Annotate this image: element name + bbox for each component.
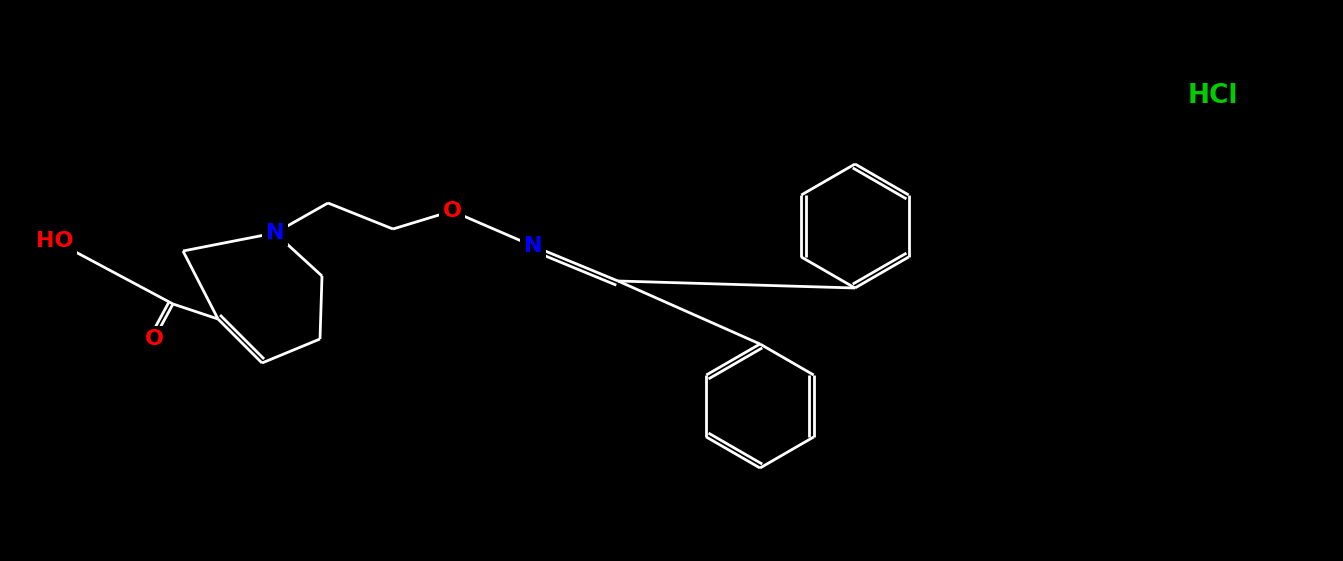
Text: N: N	[266, 223, 285, 243]
Text: HCl: HCl	[1187, 83, 1238, 109]
Text: O: O	[145, 329, 164, 349]
Text: O: O	[442, 201, 462, 221]
Text: N: N	[524, 236, 543, 256]
Text: HO: HO	[36, 231, 74, 251]
